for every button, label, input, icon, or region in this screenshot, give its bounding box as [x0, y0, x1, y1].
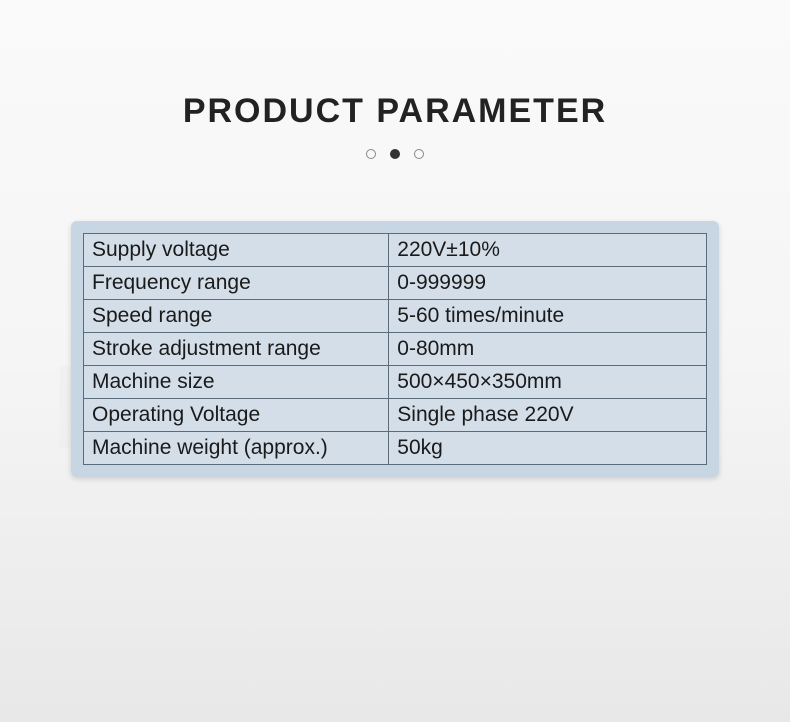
table-row: Speed range 5-60 times/minute [84, 300, 707, 333]
page-title: PRODUCT PARAMETER [0, 92, 790, 131]
param-label: Stroke adjustment range [84, 333, 389, 366]
param-value: 0-999999 [389, 267, 707, 300]
param-label: Machine size [84, 366, 389, 399]
param-value: 500×450×350mm [389, 366, 707, 399]
table-row: Stroke adjustment range 0-80mm [84, 333, 707, 366]
param-label: Frequency range [84, 267, 389, 300]
table-row: Machine size 500×450×350mm [84, 366, 707, 399]
param-value: 50kg [389, 432, 707, 465]
param-value: Single phase 220V [389, 399, 707, 432]
param-value: 0-80mm [389, 333, 707, 366]
parameter-table: Supply voltage 220V±10% Frequency range … [83, 233, 707, 465]
table-row: Machine weight (approx.) 50kg [84, 432, 707, 465]
param-value: 220V±10% [389, 234, 707, 267]
param-label: Machine weight (approx.) [84, 432, 389, 465]
parameter-table-card: Supply voltage 220V±10% Frequency range … [71, 221, 719, 477]
pager-dot [366, 149, 376, 159]
pager-dot-active [390, 149, 400, 159]
param-label: Supply voltage [84, 234, 389, 267]
param-label: Speed range [84, 300, 389, 333]
table-row: Supply voltage 220V±10% [84, 234, 707, 267]
table-row: Frequency range 0-999999 [84, 267, 707, 300]
pager-dots [0, 149, 790, 159]
table-row: Operating Voltage Single phase 220V [84, 399, 707, 432]
param-value: 5-60 times/minute [389, 300, 707, 333]
param-label: Operating Voltage [84, 399, 389, 432]
pager-dot [414, 149, 424, 159]
